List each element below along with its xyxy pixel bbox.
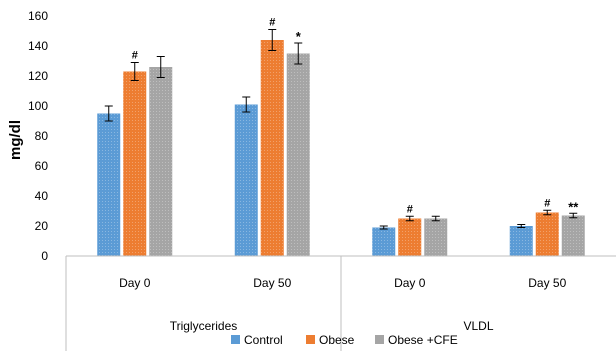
legend: Control Obese Obese +CFE <box>231 333 458 347</box>
bar-texture <box>561 215 585 256</box>
x-tick-label: Day 50 <box>253 276 291 290</box>
y-tick-label: 160 <box>28 9 48 23</box>
bar-texture <box>509 226 533 256</box>
y-tick-label: 0 <box>41 249 48 263</box>
bar-texture <box>97 113 121 256</box>
axes-layer <box>65 255 616 351</box>
x-axis-labels: Day 0 Day 50 Day 0 Day 50 Triglycerides VLDL <box>119 276 567 333</box>
significance-marker: ** <box>568 199 579 214</box>
y-axis-ticks: 0 20 40 60 80 100 120 140 160 <box>28 9 48 263</box>
significance-marker: * <box>296 29 302 44</box>
y-tick-label: 80 <box>35 129 49 143</box>
significance-marker: # <box>269 17 275 29</box>
bar-texture <box>372 227 396 256</box>
legend-label: Control <box>244 333 283 347</box>
y-tick-label: 120 <box>28 69 48 83</box>
bar-texture <box>234 104 258 256</box>
group-label: VLDL <box>463 319 493 333</box>
y-tick-label: 40 <box>35 189 49 203</box>
bar-texture <box>286 53 310 256</box>
bar-texture <box>398 218 422 256</box>
x-tick-label: Day 0 <box>394 276 426 290</box>
bar-texture <box>260 40 284 256</box>
legend-swatch <box>375 335 384 344</box>
significance-marker: # <box>544 197 550 209</box>
legend-label: Obese +CFE <box>388 333 458 347</box>
significance-marker: # <box>132 50 138 62</box>
y-tick-label: 100 <box>28 99 48 113</box>
legend-swatch <box>306 335 315 344</box>
bar-texture <box>424 218 448 256</box>
significance-marker: # <box>407 203 413 215</box>
bars-layer: ### #*** <box>97 17 585 256</box>
group-label: Triglycerides <box>170 319 238 333</box>
y-axis-label: mg/dl <box>7 120 24 160</box>
x-tick-label: Day 0 <box>119 276 151 290</box>
bar-texture <box>123 71 147 256</box>
x-tick-label: Day 50 <box>528 276 566 290</box>
legend-swatch <box>231 335 240 344</box>
y-tick-label: 140 <box>28 39 48 53</box>
y-tick-label: 60 <box>35 159 49 173</box>
bar-texture <box>535 212 559 256</box>
bar-texture <box>149 67 173 256</box>
legend-label: Obese <box>319 333 355 347</box>
y-tick-label: 20 <box>35 219 49 233</box>
